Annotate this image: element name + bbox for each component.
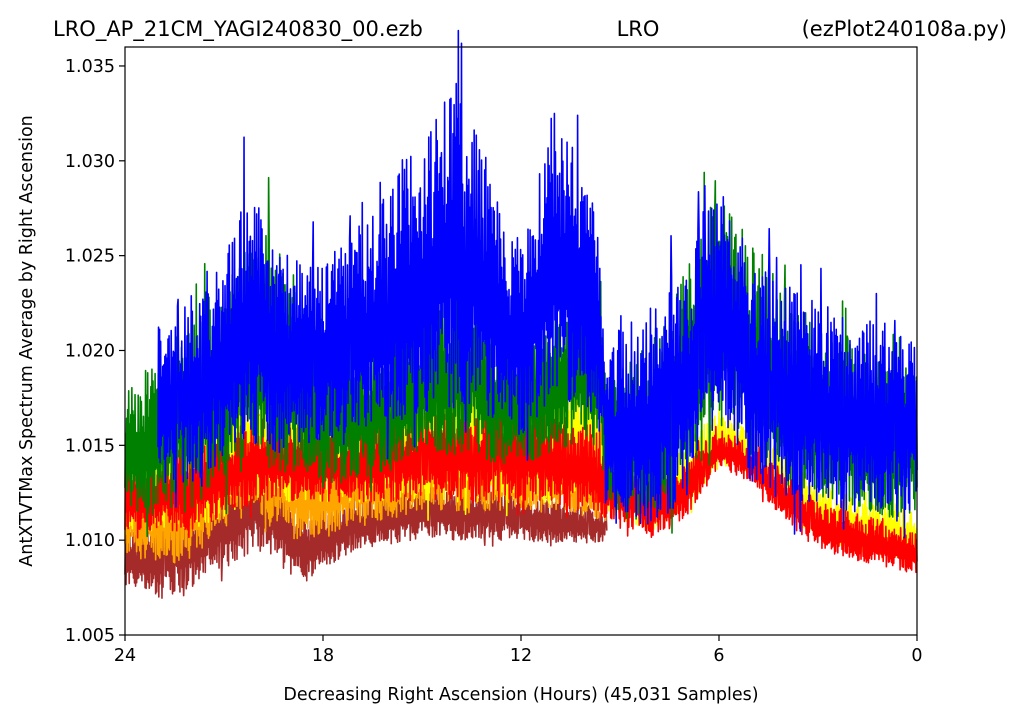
x-tick-label: 18: [312, 646, 334, 666]
title-left: LRO_AP_21CM_YAGI240830_00.ezb: [53, 17, 423, 42]
series-path: [124, 446, 608, 599]
title-right: (ezPlot240108a.py): [802, 17, 1007, 41]
series-line: [124, 446, 608, 599]
y-tick-label: 1.020: [65, 341, 115, 361]
x-tick-label: 12: [510, 646, 532, 666]
title-center: LRO: [617, 17, 660, 41]
y-tick-label: 1.025: [65, 247, 115, 267]
x-tick-label: 6: [713, 646, 724, 666]
x-tick-label: 0: [911, 646, 922, 666]
y-tick-label: 1.010: [65, 531, 115, 551]
series-path: [124, 388, 918, 574]
y-tick-label: 1.035: [65, 57, 115, 77]
y-tick-label: 1.015: [65, 436, 115, 456]
series-line: [124, 388, 918, 574]
series-path: [124, 171, 918, 538]
series-line: [124, 171, 918, 538]
y-axis: 1.005 1.010 1.015 1.020 1.025 1.030 1.035: [65, 57, 125, 646]
x-axis: 24 18 12 6 0: [114, 635, 923, 666]
x-tick-label: 24: [114, 646, 136, 666]
x-axis-label: Decreasing Right Ascension (Hours) (45,0…: [283, 685, 758, 705]
y-tick-label: 1.005: [65, 626, 115, 646]
series-path: [157, 29, 918, 539]
series-line: [157, 29, 918, 539]
y-axis-label: AntXTVTMax Spectrum Average by Right Asc…: [17, 115, 37, 567]
plot-series: [124, 29, 918, 599]
y-tick-label: 1.030: [65, 152, 115, 172]
